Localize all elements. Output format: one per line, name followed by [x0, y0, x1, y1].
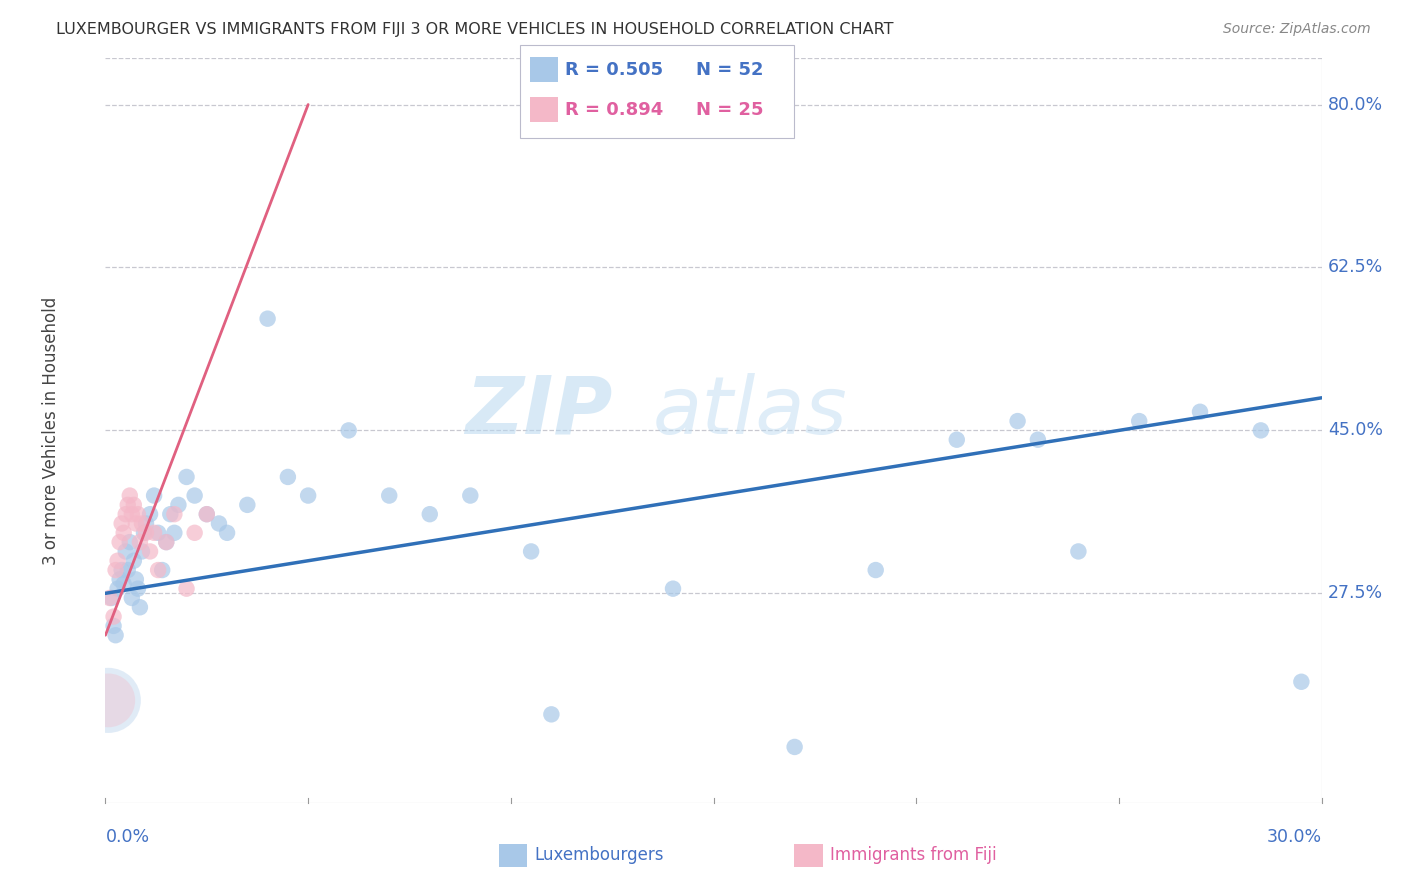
Point: [163, 525, 186, 540]
Text: LUXEMBOURGER VS IMMIGRANTS FROM FIJI 3 OR MORE VEHICLES IN HOUSEHOLD CORRELATION: LUXEMBOURGER VS IMMIGRANTS FROM FIJI 3 O…: [56, 22, 894, 37]
Point: [1291, 674, 1313, 689]
Point: [217, 525, 239, 540]
Text: Source: ZipAtlas.com: Source: ZipAtlas.com: [1223, 22, 1371, 37]
Point: [458, 489, 481, 503]
Point: [125, 573, 148, 587]
Point: [195, 507, 218, 521]
Point: [127, 582, 149, 596]
Point: [143, 489, 166, 503]
Point: [107, 554, 129, 568]
Point: [176, 470, 198, 484]
Point: [122, 498, 145, 512]
Text: 45.0%: 45.0%: [1327, 421, 1382, 440]
Point: [520, 544, 543, 558]
Point: [540, 707, 562, 722]
Point: [117, 563, 139, 577]
Point: [135, 525, 157, 540]
Point: [146, 525, 169, 540]
Text: ZIP: ZIP: [465, 373, 612, 450]
Point: [1007, 414, 1029, 428]
Point: [114, 544, 136, 558]
Point: [662, 582, 685, 596]
Point: [100, 591, 122, 605]
Point: [103, 609, 125, 624]
Point: [256, 311, 278, 326]
Point: [143, 525, 166, 540]
Point: [135, 516, 157, 531]
Point: [865, 563, 887, 577]
Point: [129, 600, 152, 615]
Point: [131, 544, 153, 558]
Point: [208, 516, 231, 531]
Point: [117, 498, 139, 512]
Text: N = 25: N = 25: [696, 101, 763, 119]
Point: [1189, 405, 1212, 419]
Point: [183, 525, 205, 540]
Point: [159, 507, 181, 521]
Point: [1067, 544, 1090, 558]
Point: [121, 507, 143, 521]
Point: [297, 489, 319, 503]
Point: [139, 544, 162, 558]
Point: [176, 582, 198, 596]
Point: [107, 582, 129, 596]
Point: [129, 535, 152, 549]
Point: [155, 535, 177, 549]
Point: [112, 577, 135, 591]
Text: N = 52: N = 52: [696, 61, 763, 78]
Point: [1026, 433, 1049, 447]
Point: [125, 516, 148, 531]
Point: [97, 693, 120, 707]
Point: [183, 489, 205, 503]
Point: [150, 563, 173, 577]
Point: [108, 535, 131, 549]
Point: [111, 563, 134, 577]
Point: [98, 591, 121, 605]
Point: [118, 535, 141, 549]
Point: [131, 516, 153, 531]
Point: [945, 433, 967, 447]
Point: [112, 525, 135, 540]
Point: [1128, 414, 1150, 428]
Point: [114, 507, 136, 521]
Point: [118, 489, 141, 503]
Text: 0.0%: 0.0%: [105, 828, 149, 846]
Text: 27.5%: 27.5%: [1327, 584, 1384, 602]
Point: [337, 424, 360, 438]
Point: [167, 498, 190, 512]
Point: [103, 619, 125, 633]
Point: [122, 554, 145, 568]
Text: 30.0%: 30.0%: [1267, 828, 1322, 846]
Point: [783, 739, 806, 754]
Point: [277, 470, 299, 484]
Point: [104, 563, 127, 577]
Point: [111, 516, 134, 531]
Text: Luxembourgers: Luxembourgers: [534, 847, 664, 864]
Text: R = 0.505: R = 0.505: [565, 61, 664, 78]
Point: [378, 489, 401, 503]
Point: [1250, 424, 1272, 438]
Point: [139, 507, 162, 521]
Point: [155, 535, 177, 549]
Point: [121, 591, 143, 605]
Point: [104, 628, 127, 642]
Text: 3 or more Vehicles in Household: 3 or more Vehicles in Household: [42, 296, 59, 565]
Text: 62.5%: 62.5%: [1327, 259, 1384, 277]
Point: [146, 563, 169, 577]
Point: [127, 507, 149, 521]
Point: [419, 507, 441, 521]
Point: [132, 525, 155, 540]
Point: [195, 507, 218, 521]
Point: [97, 693, 120, 707]
Point: [236, 498, 259, 512]
Text: R = 0.894: R = 0.894: [565, 101, 664, 119]
Text: 80.0%: 80.0%: [1327, 95, 1384, 113]
Text: Immigrants from Fiji: Immigrants from Fiji: [830, 847, 997, 864]
Point: [163, 507, 186, 521]
Point: [108, 573, 131, 587]
Text: atlas: atlas: [652, 373, 848, 450]
